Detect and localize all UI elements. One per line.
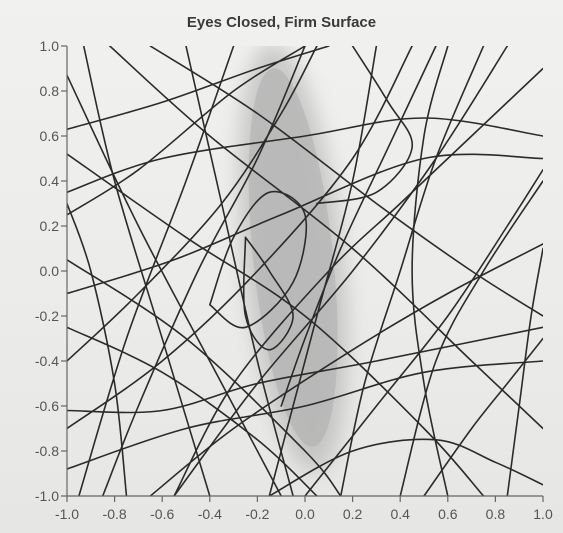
- sway-trace-31: [67, 326, 318, 496]
- sway-trace-30: [67, 202, 128, 496]
- sway-trace-13: [280, 46, 437, 407]
- sway-trace-27: [268, 438, 543, 496]
- y-tick-label: -0.4: [35, 353, 59, 369]
- sway-trace-32: [316, 46, 413, 205]
- sway-trace-33: [209, 190, 308, 329]
- x-tick-label: -1.0: [55, 506, 79, 522]
- sway-trace-8: [109, 46, 543, 430]
- y-tick-label: 0.2: [40, 218, 60, 234]
- sway-trace-16: [399, 180, 543, 496]
- confidence-region-layer: [238, 46, 348, 473]
- sway-trace-6: [67, 360, 543, 470]
- x-tick-label: -0.2: [245, 506, 269, 522]
- confidence-region-core: [248, 68, 338, 447]
- y-tick-label: 0.8: [40, 83, 60, 99]
- y-tick-label: -0.2: [35, 308, 59, 324]
- x-tick-label: 0.2: [343, 506, 363, 522]
- sway-trace-25: [304, 169, 543, 496]
- sway-trace-2: [67, 46, 330, 131]
- sway-trace-29: [411, 46, 449, 496]
- sway-trace-1: [67, 74, 282, 496]
- chart-title: Eyes Closed, Firm Surface: [186, 14, 377, 31]
- sway-trace-18: [67, 153, 485, 496]
- sway-trace-9: [185, 46, 294, 496]
- sway-trace-28: [506, 247, 543, 496]
- x-tick-label: -0.6: [150, 506, 174, 522]
- sway-trace-21: [67, 46, 306, 216]
- y-tick-label: 0.6: [40, 128, 60, 144]
- x-tick-label: 0.6: [438, 506, 458, 522]
- sway-trace-19: [67, 259, 342, 496]
- y-tick-label: 0.4: [40, 173, 60, 189]
- sway-trace-12: [268, 46, 378, 496]
- y-tick-label: -1.0: [35, 488, 59, 504]
- sway-trace-20: [149, 46, 543, 317]
- sway-traces: [67, 46, 543, 496]
- sway-trace-11: [101, 46, 306, 496]
- sway-trace-17: [149, 243, 543, 496]
- sway-trace-5: [67, 326, 543, 414]
- sway-trace-24: [173, 46, 509, 496]
- sway-trace-7: [82, 46, 211, 496]
- x-tick-label: 0.0: [295, 506, 315, 522]
- axes: 1.0 0.8 0.6 0.4 0.2 0.0 -0.2 -0.4 -0.6 -0.8 -1.0 -1…: [35, 38, 553, 522]
- sway-trace-14: [339, 46, 485, 496]
- x-tick-label: 0.8: [486, 506, 506, 522]
- confidence-region: [238, 46, 348, 473]
- sway-trace-3: [67, 117, 543, 194]
- x-tick-label: 1.0: [533, 506, 553, 522]
- sway-trace-34: [242, 236, 294, 351]
- sway-trace-23: [67, 46, 413, 430]
- y-tick-label: 0.0: [40, 263, 60, 279]
- y-tick-label: -0.6: [35, 398, 59, 414]
- y-tick-label: -0.8: [35, 443, 59, 459]
- y-tick-label: 1.0: [40, 38, 60, 54]
- sway-trace-15: [173, 67, 543, 496]
- sway-trace-10: [78, 46, 235, 496]
- x-tick-label: 0.4: [390, 506, 410, 522]
- sway-trace-22: [67, 46, 318, 362]
- x-tick-label: -0.4: [198, 506, 222, 522]
- x-tick-label: -0.8: [103, 506, 127, 522]
